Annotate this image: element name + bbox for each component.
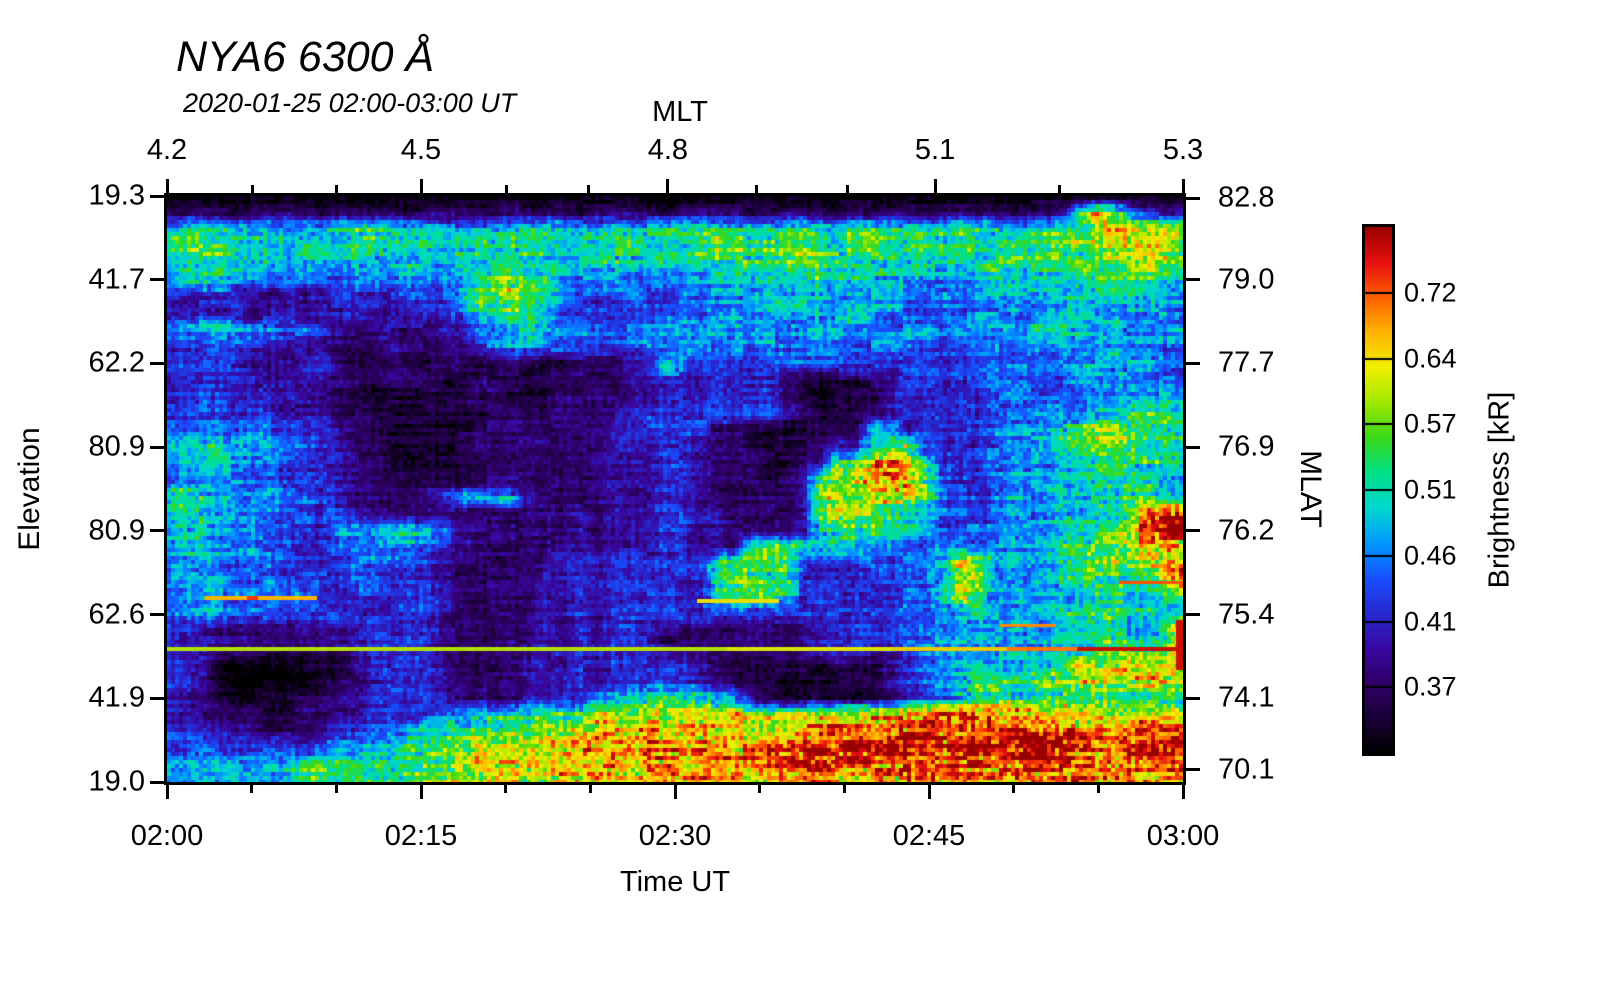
bottom-axis-minor-tick bbox=[758, 785, 762, 793]
top-axis-tick bbox=[933, 179, 937, 193]
bottom-axis-tick-label: 03:00 bbox=[1146, 820, 1220, 852]
top-axis-tick-label: 5.3 bbox=[1162, 134, 1204, 166]
left-axis-tick-label: 41.7 bbox=[88, 263, 145, 296]
colorbar-tick-label: 0.57 bbox=[1404, 408, 1457, 439]
left-axis-tick bbox=[150, 696, 164, 700]
left-axis-tick bbox=[150, 529, 164, 533]
right-axis-tick-label: 76.9 bbox=[1218, 430, 1275, 463]
right-axis-tick-label: 77.7 bbox=[1218, 346, 1275, 379]
top-axis-minor-tick bbox=[1057, 185, 1061, 193]
right-axis-tick bbox=[1186, 768, 1200, 772]
top-axis-minor-tick bbox=[587, 185, 591, 193]
top-axis-tick-label: 4.5 bbox=[400, 134, 442, 166]
bottom-axis-minor-tick bbox=[1012, 785, 1016, 793]
left-axis-tick-label: 19.0 bbox=[88, 765, 145, 798]
left-axis-tick bbox=[150, 780, 164, 784]
colorbar-tick-label: 0.64 bbox=[1404, 343, 1457, 373]
bottom-axis-minor-tick bbox=[842, 785, 846, 793]
chart-title: NYA6 6300 Å bbox=[176, 33, 435, 81]
colorbar-gradient bbox=[1365, 227, 1392, 753]
right-axis-tick bbox=[1186, 696, 1200, 700]
colorbar-tick-label: 0.51 bbox=[1404, 474, 1457, 505]
bottom-axis-minor-tick bbox=[250, 785, 254, 793]
left-axis-tick bbox=[150, 361, 164, 365]
top-axis-minor-tick bbox=[335, 185, 339, 193]
bottom-axis-tick bbox=[165, 785, 169, 799]
bottom-axis-tick bbox=[673, 785, 677, 799]
plot-frame bbox=[164, 193, 1186, 785]
bottom-axis-tick-label: 02:45 bbox=[892, 820, 966, 852]
left-axis-tick bbox=[150, 445, 164, 449]
top-axis-tick bbox=[165, 179, 169, 193]
top-axis-minor-tick bbox=[754, 185, 758, 193]
top-axis-tick-label: 4.2 bbox=[146, 134, 188, 166]
top-axis-tick-label: 5.1 bbox=[914, 134, 956, 166]
bottom-axis-tick bbox=[1181, 785, 1185, 799]
bottom-axis-tick-label: 02:00 bbox=[130, 820, 204, 852]
right-axis-tick-label: 70.1 bbox=[1218, 753, 1275, 786]
right-axis-tick bbox=[1186, 361, 1200, 365]
left-axis-tick-label: 80.9 bbox=[88, 430, 145, 463]
colorbar-tick-label: 0.37 bbox=[1404, 671, 1457, 702]
right-axis-tick-label: 79.0 bbox=[1218, 263, 1275, 296]
top-axis-tick bbox=[666, 179, 670, 193]
colorbar-tick-label: 0.72 bbox=[1404, 277, 1457, 308]
colorbar-frame bbox=[1362, 224, 1395, 756]
right-axis-tick bbox=[1186, 196, 1200, 200]
right-axis-tick bbox=[1186, 613, 1200, 617]
left-axis-tick-label: 80.9 bbox=[88, 514, 145, 547]
left-axis-tick-label: 62.2 bbox=[88, 346, 145, 379]
right-axis-tick bbox=[1186, 529, 1200, 533]
left-axis-tick bbox=[150, 194, 164, 198]
top-axis-tick bbox=[1181, 179, 1185, 193]
bottom-axis-tick bbox=[927, 785, 931, 799]
top-axis-minor-tick bbox=[250, 185, 254, 193]
left-axis-tick bbox=[150, 613, 164, 617]
bottom-axis-minor-tick bbox=[504, 785, 508, 793]
colorbar-tick-label: 0.46 bbox=[1404, 540, 1457, 571]
bottom-axis-minor-tick bbox=[588, 785, 592, 793]
colorbar-tick-label: 0.41 bbox=[1404, 606, 1457, 636]
bottom-axis-tick-label: 02:30 bbox=[638, 820, 712, 852]
top-axis-minor-tick bbox=[846, 185, 850, 193]
top-axis-title: MLT bbox=[652, 96, 708, 128]
right-axis-tick-label: 75.4 bbox=[1218, 598, 1275, 631]
bottom-axis-minor-tick bbox=[1096, 785, 1100, 793]
bottom-axis-title: Time UT bbox=[619, 866, 731, 898]
left-axis-title: Elevation bbox=[13, 427, 46, 551]
right-axis-tick bbox=[1186, 278, 1200, 282]
left-axis-tick-label: 19.3 bbox=[88, 179, 145, 212]
right-axis-tick-label: 74.1 bbox=[1218, 681, 1275, 714]
keogram-heatmap bbox=[167, 196, 1183, 782]
bottom-axis-minor-tick bbox=[334, 785, 338, 793]
right-axis-title: MLAT bbox=[1294, 450, 1327, 528]
top-axis-minor-tick bbox=[504, 185, 508, 193]
chart-subtitle: 2020-01-25 02:00-03:00 UT bbox=[183, 88, 517, 118]
top-axis-tick bbox=[419, 179, 423, 193]
left-axis-tick bbox=[150, 278, 164, 282]
top-axis-tick-label: 4.8 bbox=[647, 134, 689, 166]
left-axis-tick-label: 41.9 bbox=[88, 681, 145, 714]
right-axis-tick-label: 82.8 bbox=[1218, 181, 1275, 214]
bottom-axis-tick-label: 02:15 bbox=[384, 820, 458, 852]
bottom-axis-tick bbox=[419, 785, 423, 799]
colorbar-title: Brightness [kR] bbox=[1483, 391, 1516, 589]
left-axis-tick-label: 62.6 bbox=[88, 598, 145, 631]
right-axis-tick bbox=[1186, 445, 1200, 449]
right-axis-tick-label: 76.2 bbox=[1218, 514, 1275, 547]
